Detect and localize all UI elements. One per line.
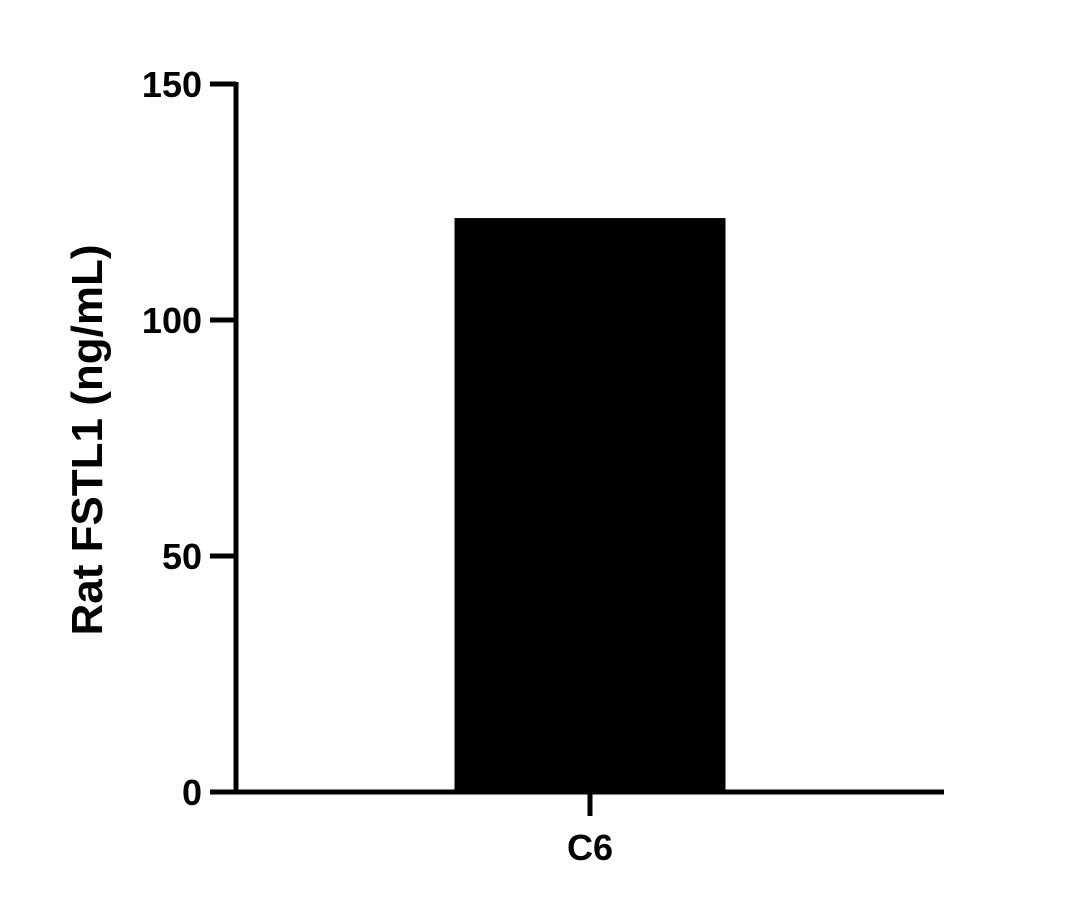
x-tick-label: C6 — [567, 827, 613, 868]
y-tick-label: 50 — [162, 536, 202, 577]
bar — [454, 218, 726, 793]
y-tick-label: 100 — [142, 300, 202, 341]
y-tick-label: 0 — [182, 772, 202, 813]
y-tick-label: 150 — [142, 64, 202, 105]
y-axis-label: Rat FSTL1 (ng/mL) — [63, 244, 112, 635]
x-axis: C6 — [234, 789, 944, 868]
y-axis: 0 50 100 150 — [142, 64, 239, 813]
bars — [454, 218, 726, 793]
